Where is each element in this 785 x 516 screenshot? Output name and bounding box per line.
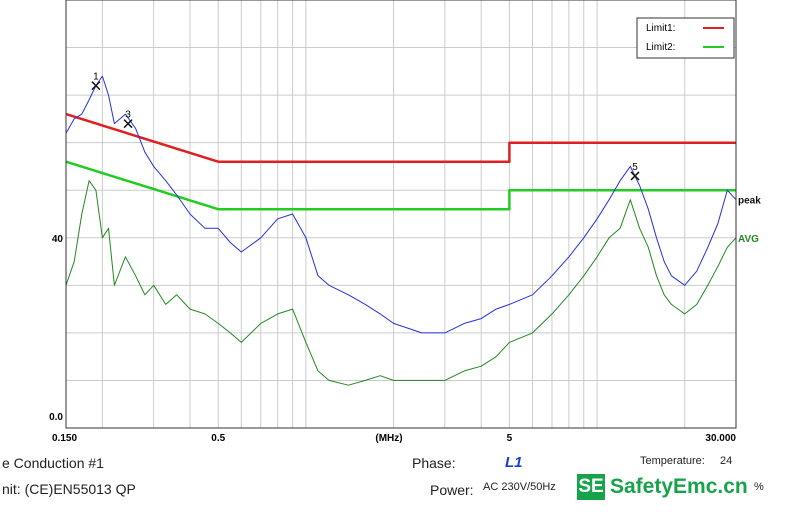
phase-label: Phase: xyxy=(412,455,456,471)
x-tick-label: 5 xyxy=(507,433,513,444)
x-tick-label: 0.5 xyxy=(211,433,225,444)
temperature-value: 24 xyxy=(720,455,733,467)
grid xyxy=(66,0,736,428)
emi-chart: 1 3 5 peak AVG 0.150 0.5 5 30.000 0.0 40 Limit1: … xyxy=(0,0,785,460)
power-label: Power: xyxy=(430,482,474,498)
power-value: AC 230V/50Hz xyxy=(483,481,556,493)
test-title: e Conduction #1 xyxy=(2,455,104,471)
peak-marker-label-3: 3 xyxy=(125,110,131,121)
temperature-label: Temperature: xyxy=(640,455,705,467)
peak-marker-5 xyxy=(630,171,640,181)
markers-group: 1 3 5 peak AVG xyxy=(91,72,761,245)
series-label-peak: peak xyxy=(738,196,761,207)
series-limit1-line xyxy=(65,112,736,163)
legend-label-limit2: Limit2: xyxy=(646,42,675,53)
limit-name: nit: (CE)EN55013 QP xyxy=(2,481,136,497)
series-group xyxy=(65,75,737,386)
peak-marker-label-1: 1 xyxy=(93,72,99,83)
peak-marker-1 xyxy=(91,81,101,91)
series-limit2-line xyxy=(65,160,736,211)
legend: Limit1: Limit2: xyxy=(636,17,735,59)
peak-marker-label-5: 5 xyxy=(632,162,638,173)
x-tick-label: 30.000 xyxy=(705,433,736,444)
series-avg-line xyxy=(65,180,737,386)
humidity-value: % xyxy=(754,481,764,493)
legend-label-limit1: Limit1: xyxy=(646,23,675,34)
phase-value: L1 xyxy=(505,454,523,471)
chart-background xyxy=(0,0,785,460)
watermark-badge: SE xyxy=(577,474,605,500)
legend-box xyxy=(636,17,735,59)
plot-frame xyxy=(65,0,737,429)
y-tick-label: 0.0 xyxy=(49,412,63,423)
y-tick-label: 40 xyxy=(52,234,64,245)
series-label-avg: AVG xyxy=(738,234,759,245)
series-peak-line xyxy=(65,75,737,334)
watermark-text: SafetyEmc.cn xyxy=(610,475,748,498)
x-axis-unit: (MHz) xyxy=(375,433,402,444)
ticks-group: 0.150 0.5 5 30.000 0.0 40 xyxy=(49,234,736,444)
x-tick-label: 0.150 xyxy=(52,433,77,444)
peak-marker-3 xyxy=(123,119,133,129)
